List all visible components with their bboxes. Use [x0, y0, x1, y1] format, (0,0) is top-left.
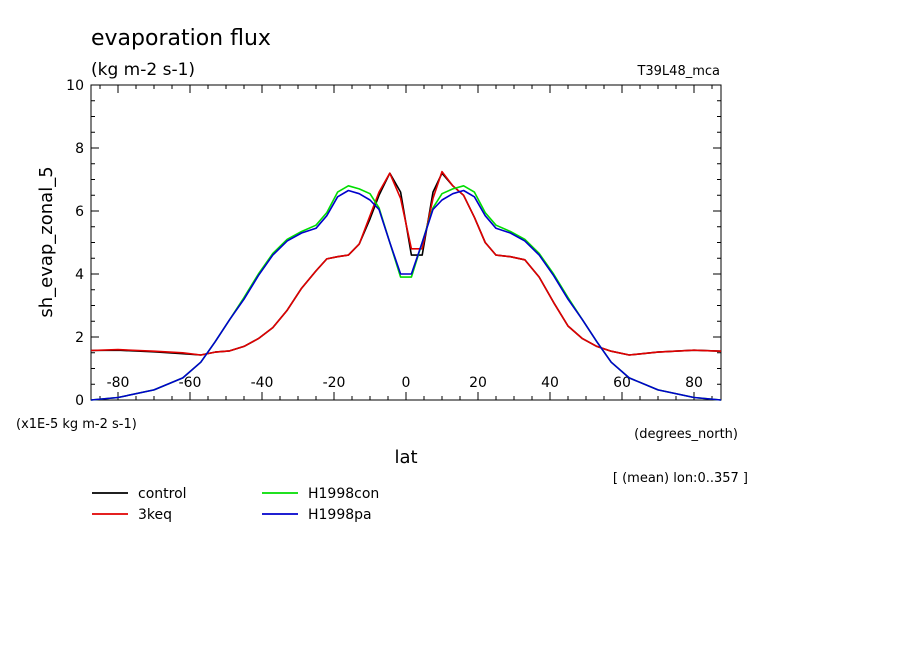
scale-note: (x1E-5 kg m-2 s-1)	[16, 417, 137, 432]
series-line-control	[90, 172, 722, 356]
y-tick-label: 2	[75, 330, 84, 346]
legend-label-control: control	[138, 486, 187, 502]
legend-label-H1998con: H1998con	[308, 486, 379, 502]
legend-label-3keq: 3keq	[138, 507, 172, 523]
x-tick-label: 20	[469, 375, 487, 391]
y-tick-label: 0	[75, 393, 84, 409]
legend: control 3keq H1998con H1998pa	[92, 486, 379, 523]
x-tick-label: 40	[541, 375, 559, 391]
y-tick-label: 4	[75, 267, 84, 283]
x-tick-label: 0	[402, 375, 411, 391]
x-tick-label: 60	[613, 375, 631, 391]
legend-label-H1998pa: H1998pa	[308, 507, 372, 523]
series-line-H1998pa	[90, 189, 722, 401]
x-tick-label: -40	[251, 375, 274, 391]
y-tick-label: 6	[75, 204, 84, 220]
y-tick-label: 8	[75, 141, 84, 157]
run-label: T39L48_mca	[636, 64, 720, 79]
series-line-3keq	[90, 170, 722, 356]
chart-units: (kg m-2 s-1)	[91, 60, 195, 80]
axis-tick-labels: -80 -60 -40 -20 0 20 40 60 80 0 2 4 6 8 10	[66, 78, 703, 409]
x-axis-units: (degrees_north)	[634, 427, 738, 442]
subset-note: [ (mean) lon:0..357 ]	[613, 471, 748, 486]
series-lines	[90, 170, 722, 401]
x-axis-label: lat	[394, 447, 417, 468]
y-axis-label: sh_evap_zonal_5	[36, 166, 57, 317]
x-tick-label: -20	[323, 375, 346, 391]
x-tick-label: -80	[107, 375, 130, 391]
x-tick-label: 80	[685, 375, 703, 391]
y-tick-label: 10	[66, 78, 84, 94]
x-tick-label: -60	[179, 375, 202, 391]
series-line-H1998con	[90, 185, 722, 401]
chart-title: evaporation flux	[91, 26, 271, 51]
